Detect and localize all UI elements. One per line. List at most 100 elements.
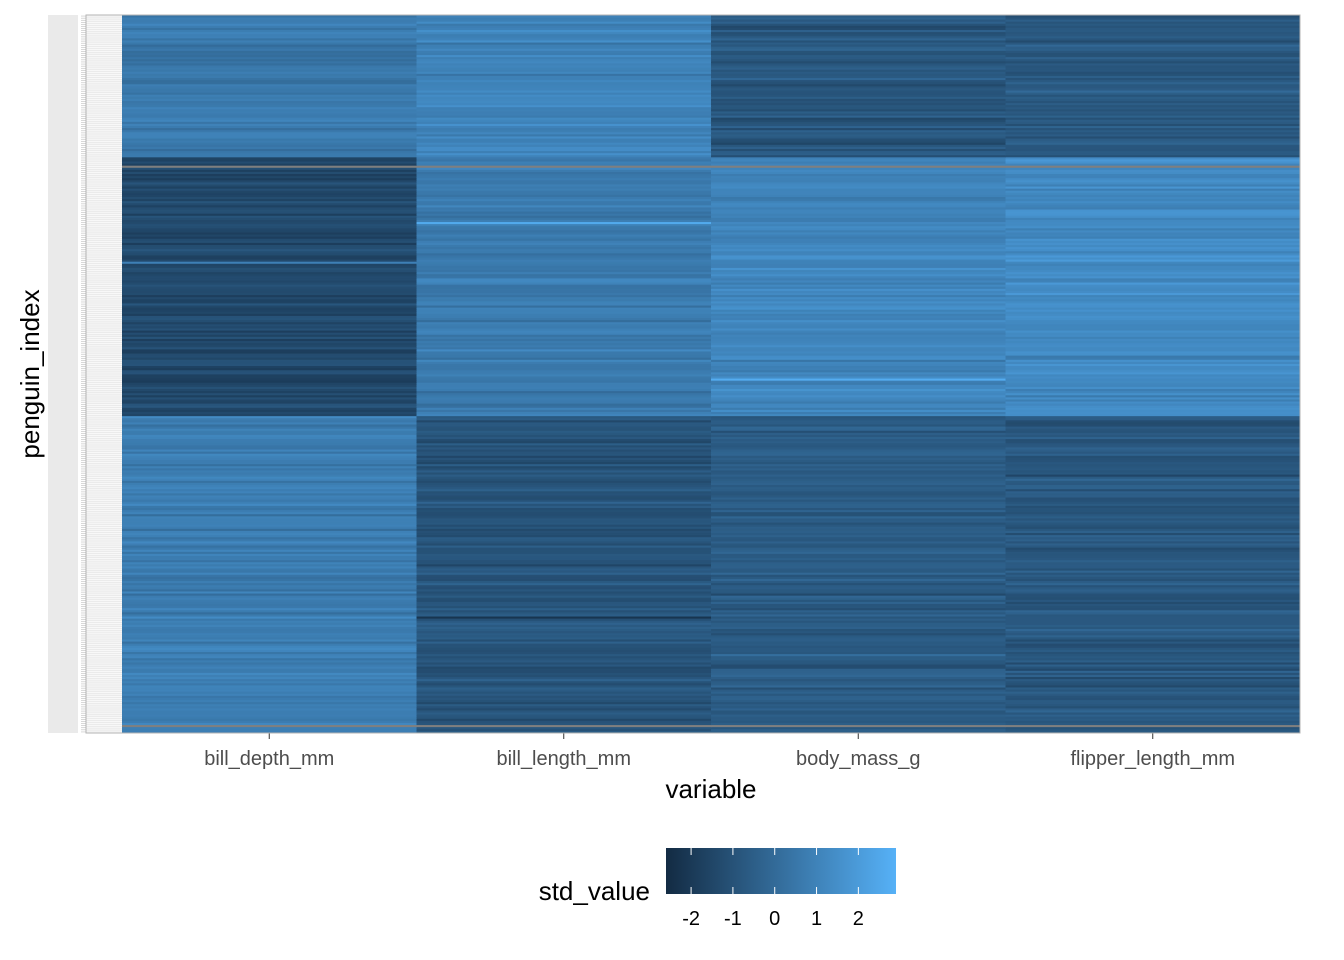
heatmap-cell	[1005, 211, 1301, 214]
heatmap-cell	[122, 367, 417, 371]
heatmap-cell	[122, 557, 417, 561]
heatmap-cell	[711, 244, 1006, 248]
heatmap-cell	[416, 79, 712, 83]
heatmap-cell	[1005, 474, 1301, 477]
heatmap-cell	[1005, 115, 1301, 118]
heatmap-cell	[1005, 207, 1301, 210]
heatmap-cell	[416, 653, 712, 657]
heatmap-cell	[416, 307, 712, 310]
heatmap-cell	[711, 159, 1006, 162]
heatmap-cell	[711, 430, 1006, 433]
heatmap-cell	[416, 547, 712, 550]
heatmap-cell	[1005, 576, 1301, 579]
heatmap-cell	[122, 722, 417, 726]
heatmap-cell	[122, 56, 417, 60]
heatmap-cell	[122, 657, 417, 661]
heatmap-cell	[416, 636, 712, 640]
heatmap-cell	[122, 169, 417, 172]
heatmap-cell	[416, 52, 712, 56]
heatmap-cell	[711, 27, 1006, 31]
heatmap-cell	[122, 229, 417, 233]
heatmap-cell	[711, 664, 1006, 667]
heatmap-cell	[711, 467, 1006, 471]
heatmap-cell	[416, 440, 712, 444]
heatmap-cell	[416, 255, 712, 258]
heatmap-cell	[1005, 27, 1301, 31]
heatmap-cell	[122, 459, 417, 463]
heatmap-cell	[122, 127, 417, 131]
legend-tick-label: 0	[769, 908, 780, 930]
heatmap-cell	[416, 714, 712, 717]
heatmap-cell	[711, 639, 1006, 642]
heatmap-cell	[1005, 142, 1301, 145]
heatmap-cell	[416, 499, 712, 502]
heatmap-cell	[122, 19, 417, 22]
heatmap-cell	[122, 695, 417, 698]
heatmap-cell	[416, 221, 712, 225]
heatmap-cell	[1005, 186, 1301, 189]
legend-tick-label: -1	[724, 908, 742, 930]
heatmap-cell	[1005, 641, 1301, 644]
heatmap-cell	[1005, 71, 1301, 74]
heatmap-cell	[416, 267, 712, 271]
heatmap-cell	[416, 35, 712, 39]
heatmap-cell	[122, 609, 417, 613]
heatmap-cell	[1005, 204, 1301, 208]
heatmap-cell	[416, 67, 712, 70]
heatmap-cell	[1005, 104, 1301, 108]
heatmap-cell	[1005, 229, 1301, 233]
heatmap-cell	[711, 207, 1006, 210]
heatmap-cell	[1005, 173, 1301, 177]
heatmap-cell	[1005, 718, 1301, 721]
heatmap-cell	[416, 215, 712, 218]
heatmap-cell	[1005, 422, 1301, 425]
heatmap-cell	[416, 286, 712, 289]
heatmap-cell	[1005, 303, 1301, 306]
heatmap-cell	[416, 576, 712, 579]
heatmap-cell	[416, 568, 712, 571]
heatmap-cell	[122, 513, 417, 517]
heatmap-cell	[122, 616, 417, 619]
heatmap-cell	[416, 705, 712, 709]
heatmap-cell	[711, 307, 1006, 310]
heatmap-cell	[711, 303, 1006, 306]
heatmap-cell	[711, 342, 1006, 346]
heatmap-cell	[711, 296, 1006, 300]
heatmap-cell	[1005, 728, 1301, 732]
heatmap-cell	[1005, 161, 1301, 164]
heatmap-cell	[122, 102, 417, 106]
heatmap-cell	[1005, 190, 1301, 193]
heatmap-cell	[416, 472, 712, 475]
heatmap-cell	[416, 611, 712, 615]
heatmap-cell	[1005, 401, 1301, 404]
heatmap-cell	[711, 455, 1006, 458]
heatmap-cell	[1005, 40, 1301, 43]
heatmap-cell	[122, 140, 417, 143]
heatmap-cell	[1005, 561, 1301, 565]
heatmap-cell	[711, 131, 1006, 135]
heatmap-cell	[122, 261, 417, 264]
heatmap-cell	[711, 651, 1006, 655]
heatmap-cell	[711, 140, 1006, 143]
heatmap-cell	[416, 321, 712, 325]
heatmap-cell	[1005, 88, 1301, 91]
heatmap-cell	[1005, 417, 1301, 421]
heatmap-cell	[711, 378, 1006, 381]
heatmap-cell	[1005, 196, 1301, 200]
heatmap-cell	[416, 488, 712, 492]
heatmap-cell	[416, 259, 712, 262]
heatmap-cell	[122, 175, 417, 179]
heatmap-cell	[1005, 630, 1301, 634]
heatmap-cell	[416, 536, 712, 540]
heatmap-cell	[1005, 136, 1301, 139]
heatmap-cell	[1005, 217, 1301, 220]
heatmap-cell	[711, 659, 1006, 663]
heatmap-cell	[711, 668, 1006, 671]
heatmap-cell	[711, 374, 1006, 377]
heatmap-cell	[416, 263, 712, 266]
heatmap-cell	[711, 653, 1006, 657]
heatmap-cell	[711, 146, 1006, 149]
heatmap-cell	[1005, 307, 1301, 310]
heatmap-cell	[711, 463, 1006, 467]
